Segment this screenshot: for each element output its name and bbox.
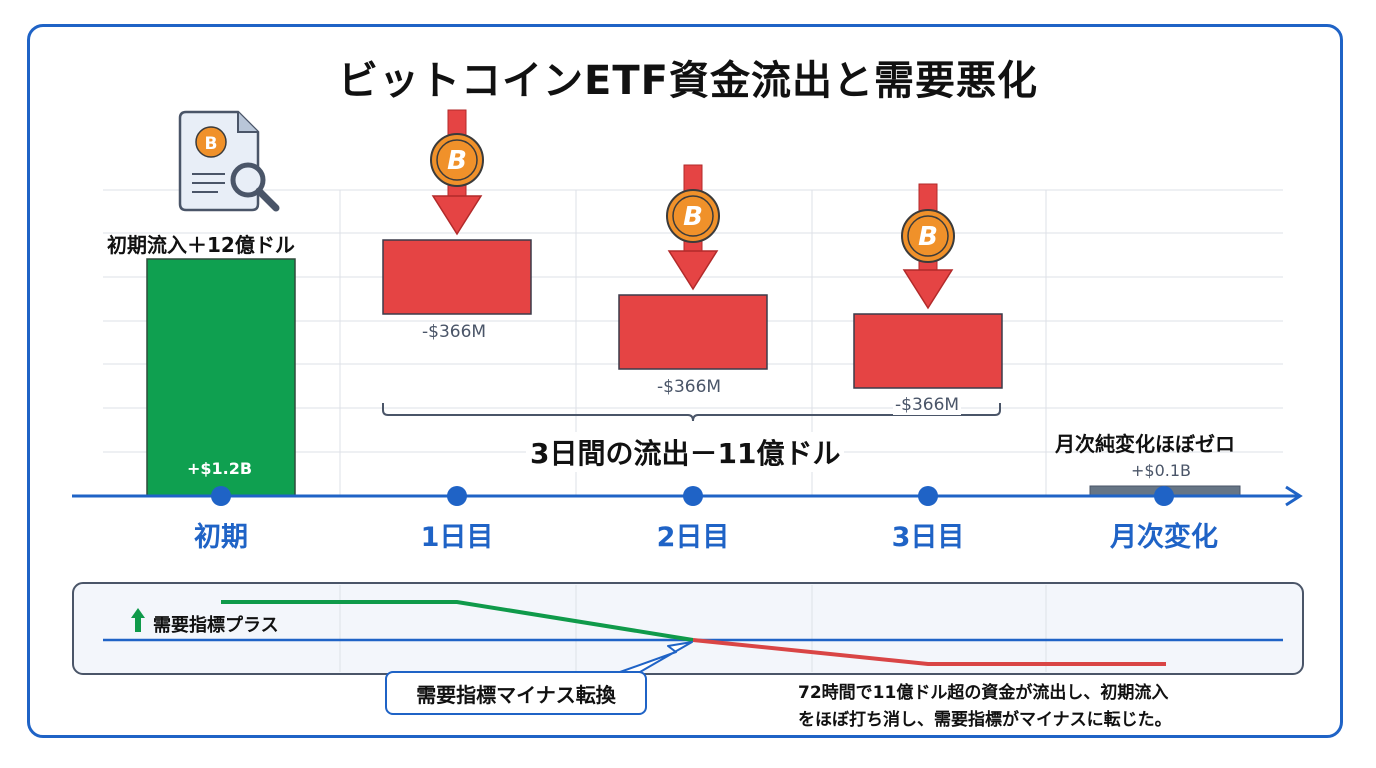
demand-minus-callout: 需要指標マイナス転換 xyxy=(385,671,647,715)
document-search-icon: B xyxy=(178,110,280,212)
bar-value-day3: -$366M xyxy=(893,395,962,415)
bar-value-initial: +$1.2B xyxy=(187,459,253,478)
bar-day1 xyxy=(382,239,532,315)
svg-text:B: B xyxy=(205,134,218,154)
demand-line-positive xyxy=(221,600,694,642)
bar-value-day2: -$366M xyxy=(657,377,722,397)
axis-label-day2: 2日目 xyxy=(656,522,730,553)
demand-plus-label: 需要指標プラス xyxy=(153,615,279,636)
demand-line-negative xyxy=(692,638,1166,666)
bar-day3 xyxy=(853,313,1003,389)
summary-note-line1: 72時間で11億ドル超の資金が流出し、初期流入 xyxy=(798,683,1169,703)
bitcoin-coin-icon xyxy=(430,133,484,187)
axis-label-day1: 1日目 xyxy=(420,522,494,553)
bitcoin-coin-icon xyxy=(901,209,955,263)
timeline-axis xyxy=(72,485,1303,507)
bitcoin-coin-icon xyxy=(666,189,720,243)
chart-title: ビットコインETF資金流出と需要悪化 xyxy=(338,58,1038,104)
summary-note-line2: をほぼ打ち消し、需要指標がマイナスに転じた。 xyxy=(798,710,1172,730)
outflow-arrow-day2 xyxy=(666,164,720,291)
axis-label-day3: 3日目 xyxy=(891,522,965,553)
monthly-net-label: 月次純変化ほぼゼロ xyxy=(1055,432,1235,456)
bar-day2 xyxy=(618,294,768,370)
axis-label-monthly: 月次変化 xyxy=(1110,522,1218,553)
up-arrow-icon xyxy=(131,608,145,632)
outflow-arrow-day3 xyxy=(901,183,955,310)
initial-inflow-label: 初期流入＋12億ドル xyxy=(107,233,295,257)
bar-value-monthly: +$0.1B xyxy=(1131,461,1192,480)
bar-value-day1: -$366M xyxy=(422,322,487,342)
three-day-outflow-label: 3日間の流出－11億ドル xyxy=(526,432,845,472)
demand-indicator-panel xyxy=(72,582,1304,675)
outflow-arrow-day1 xyxy=(430,109,484,236)
bar-initial xyxy=(146,258,296,497)
three-day-bracket xyxy=(382,403,1001,422)
axis-label-initial: 初期 xyxy=(194,522,248,553)
